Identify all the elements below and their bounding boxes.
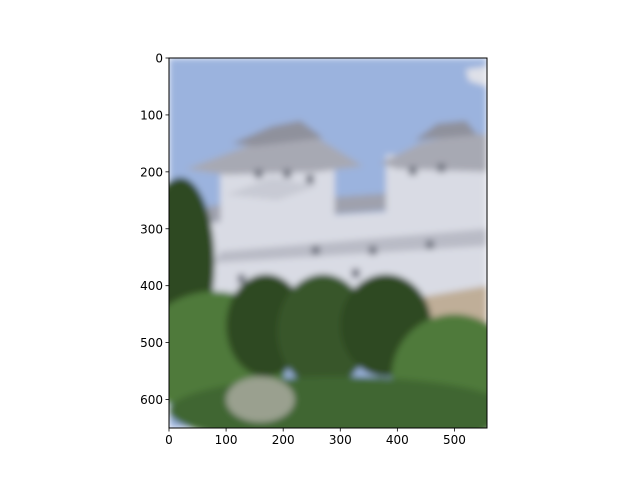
rock-bottom — [226, 376, 295, 423]
window-9 — [351, 268, 360, 278]
y-tick-label-300: 300 — [140, 222, 163, 236]
left-roof — [186, 137, 364, 175]
castle-band — [214, 228, 487, 263]
x-axis: 0 100 200 300 400 500 — [165, 428, 466, 447]
photo-painting — [169, 58, 487, 428]
left-gable — [226, 177, 318, 201]
window-8 — [237, 274, 246, 284]
left-roof-top — [231, 120, 324, 147]
y-tick-label-400: 400 — [140, 279, 163, 293]
y-tick-label-500: 500 — [140, 336, 163, 350]
window-2 — [306, 174, 315, 184]
x-tick-label-0: 0 — [165, 433, 173, 447]
window-5 — [311, 245, 320, 255]
right-roof-top — [414, 120, 478, 141]
window-0 — [254, 169, 263, 179]
x-tick-label-100: 100 — [215, 433, 238, 447]
photo-image — [169, 58, 487, 428]
y-axis: 0 100 200 300 400 500 600 — [140, 52, 169, 407]
right-roof — [380, 132, 487, 172]
y-tick-label-100: 100 — [140, 108, 163, 122]
x-tick-label-400: 400 — [386, 433, 409, 447]
window-6 — [368, 245, 377, 255]
axes-frame — [168, 57, 488, 429]
y-tick-label-200: 200 — [140, 165, 163, 179]
far-right-roof — [465, 66, 487, 87]
x-tick-label-300: 300 — [329, 433, 352, 447]
window-4 — [437, 163, 446, 173]
x-tick-label-200: 200 — [272, 433, 295, 447]
window-1 — [283, 169, 292, 179]
y-tick-label-0: 0 — [155, 52, 163, 66]
x-tick-label-500: 500 — [443, 433, 466, 447]
y-tick-label-600: 600 — [140, 393, 163, 407]
window-3 — [408, 166, 417, 176]
window-7 — [425, 240, 434, 250]
